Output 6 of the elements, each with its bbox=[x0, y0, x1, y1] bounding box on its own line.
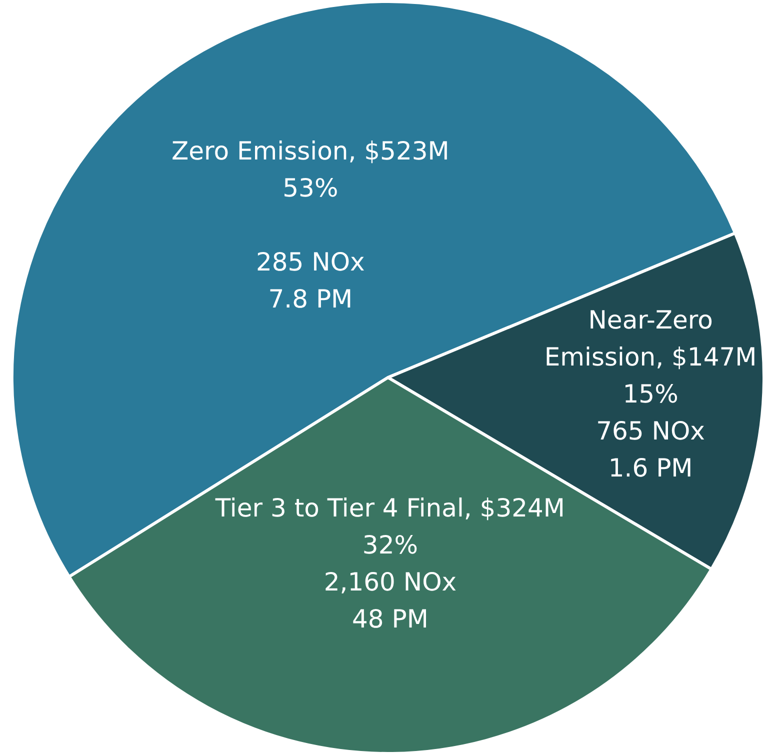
text: 32% 2,160 NOx 48 PM bbox=[324, 530, 457, 634]
slice-label: Tier 3 to Tier 4 Final, $324M bbox=[214, 493, 565, 522]
slice-label: Zero Emission, $523M bbox=[172, 136, 450, 166]
text: 15% 765 NOx 1.6 PM bbox=[596, 380, 705, 483]
slice-label: Near-Zero Emission, $147M bbox=[544, 306, 757, 372]
text: 53% 285 NOx 7.8 PM bbox=[256, 174, 365, 314]
